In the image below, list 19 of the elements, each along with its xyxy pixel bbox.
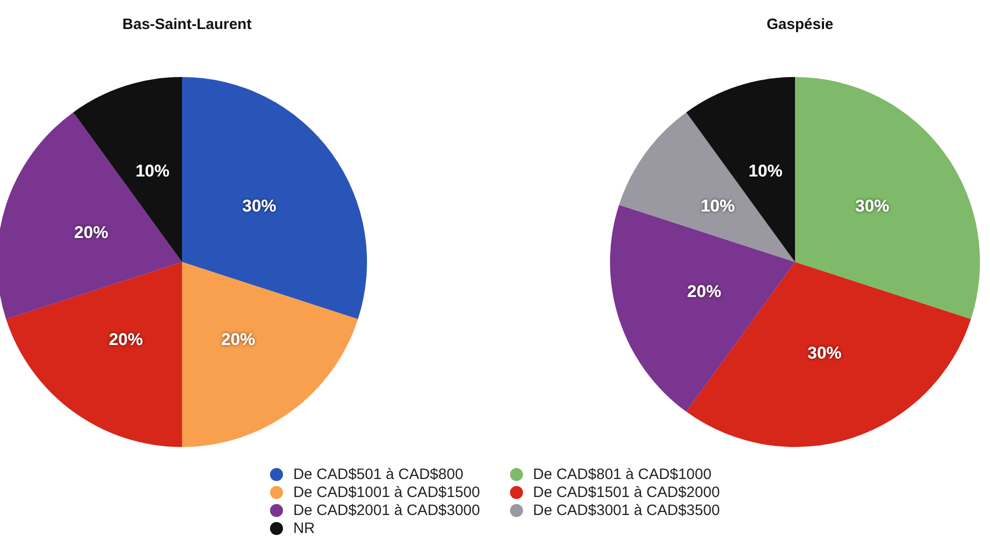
- data-label: 20%: [108, 330, 143, 349]
- legend-label: De CAD$3001 à CAD$3500: [533, 502, 720, 518]
- data-label: 20%: [74, 222, 108, 242]
- legend-label: De CAD$501 à CAD$800: [293, 466, 464, 482]
- legend-label: NR: [293, 520, 315, 536]
- data-label: 10%: [135, 162, 170, 181]
- legend-label: De CAD$1001 à CAD$1500: [293, 484, 480, 500]
- legend-label: De CAD$801 à CAD$1000: [533, 466, 712, 482]
- data-label: 10%: [748, 162, 783, 181]
- legend-label: De CAD$2001 à CAD$3000: [293, 502, 480, 518]
- data-label: 30%: [242, 196, 276, 216]
- slice-label: Bas-Saint-Laurent: [122, 16, 252, 33]
- data-label: 10%: [700, 196, 735, 216]
- data-label: 30%: [855, 196, 890, 216]
- data-label: 20%: [687, 282, 722, 302]
- data-label: 30%: [807, 343, 842, 362]
- slice-label: Gaspésie: [766, 16, 834, 33]
- data-label: 20%: [221, 330, 256, 349]
- legend-label: De CAD$1501 à CAD$2000: [533, 484, 720, 500]
